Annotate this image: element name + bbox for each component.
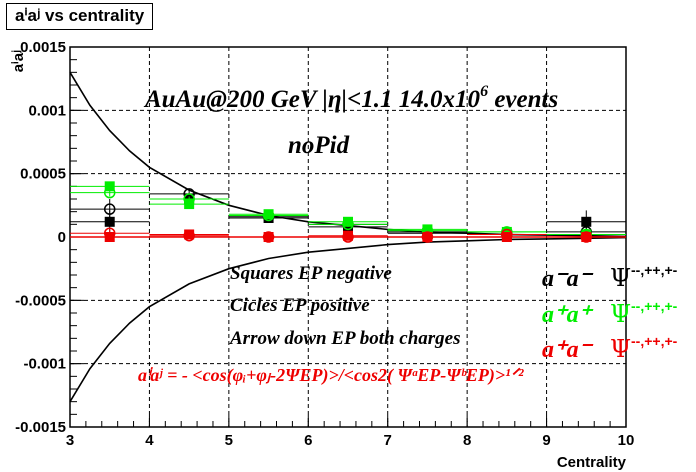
x-tick-label: 9	[542, 432, 550, 449]
side-labels: a⁻a⁻ Ψ --,++,+-a⁺a⁺ Ψ --,++,+-a⁺a⁻ Ψ --,++,+-	[542, 262, 678, 363]
side-label-psi: Ψ	[610, 264, 631, 292]
header-main: AuAu@200 GeV |η|<1.1 14.0x10	[143, 86, 481, 113]
header-annotation: AuAu@200 GeV |η|<1.1 14.0x106 events	[143, 83, 558, 113]
side-label-psi: Ψ	[610, 335, 631, 363]
y-tick-label: -0.0015	[15, 419, 66, 436]
x-tick-label: 6	[304, 432, 312, 449]
y-axis-label: aⁱaʲ	[10, 50, 27, 72]
header-tail: events	[488, 86, 558, 113]
data-point-circle	[262, 209, 275, 222]
data-point-square	[104, 181, 115, 192]
y-tick-label: 0.0015	[20, 39, 66, 56]
side-label-pair: a⁺a⁺	[542, 302, 594, 328]
side-label-superscript: --,++,+-	[631, 298, 678, 314]
chart-title: aⁱaʲ vs centrality	[6, 3, 154, 30]
y-tick-label: -0.0005	[15, 292, 66, 309]
x-tick-label: 5	[225, 432, 233, 449]
side-label-superscript: --,++,+-	[631, 333, 678, 349]
data-point-square	[501, 232, 512, 242]
data-point-circle	[183, 229, 195, 242]
y-tick-label: 0	[58, 229, 66, 246]
y-tick-label: -0.001	[23, 356, 66, 373]
data-point-circle	[183, 193, 195, 205]
data-points	[70, 181, 626, 243]
header-exponent: 6	[480, 83, 488, 100]
axes: 3 4 5 6 7 8 9 10 -0.0015 -0.001 -0.0005 0 0.0005 0.00…	[15, 39, 634, 449]
side-label-psi: Ψ	[610, 300, 631, 328]
curve	[69, 236, 627, 403]
data-point-circle	[262, 231, 275, 243]
x-tick-label: 8	[463, 432, 471, 449]
data-point-square	[581, 216, 592, 227]
data-point-circle	[103, 227, 116, 239]
data-point-circle	[580, 231, 593, 243]
legend-circles: Cicles EP positive	[230, 295, 370, 316]
side-label-superscript: --,++,+-	[631, 262, 678, 278]
side-label-pair: a⁺a⁻	[542, 337, 594, 363]
data-point-circle	[501, 228, 513, 241]
data-point-circle	[103, 203, 116, 215]
legend-arrows: Arrow down EP both charges	[229, 328, 461, 349]
data-point-circle	[421, 231, 434, 243]
side-label-pair: a⁻a⁻	[542, 266, 594, 292]
x-axis-label: Centrality	[557, 454, 627, 471]
data-point-circle	[103, 186, 116, 199]
x-tick-label: 10	[618, 432, 635, 449]
data-point-circle	[342, 218, 354, 231]
pid-annotation: noPid	[288, 132, 350, 159]
data-point-square	[104, 216, 115, 227]
legend-squares: Squares EP negative	[230, 263, 392, 284]
data-point-circle	[342, 231, 354, 243]
x-tick-label: 3	[66, 432, 74, 449]
x-tick-label: 7	[384, 432, 392, 449]
y-tick-label: 0.001	[28, 102, 66, 119]
x-tick-label: 4	[145, 432, 154, 449]
y-tick-label: 0.0005	[20, 166, 66, 183]
formula-annotation: aⁱaʲ = - <cos(φᵢ+φⱼ-2ΨEP)>/<cos2( ΨᵃEP-Ψ…	[138, 365, 524, 386]
